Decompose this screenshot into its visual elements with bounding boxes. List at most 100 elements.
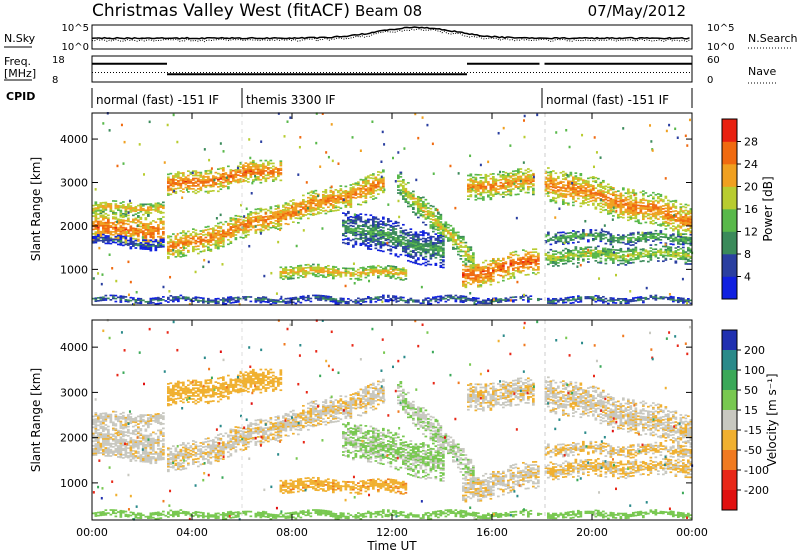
power-cell — [387, 231, 390, 233]
power-cell — [290, 216, 293, 218]
power-cell — [430, 205, 433, 207]
power-cell — [680, 237, 683, 239]
power-cell — [307, 218, 310, 220]
power-cell — [202, 178, 205, 180]
power-cell — [627, 196, 630, 198]
power-cell — [575, 172, 578, 174]
power-cell — [605, 254, 608, 256]
power-cell — [372, 235, 375, 237]
power-cell — [507, 269, 510, 271]
power-cell — [197, 191, 200, 193]
power-cell — [177, 185, 180, 187]
power-cell — [150, 239, 153, 241]
power-cell — [150, 247, 153, 249]
power-cell — [682, 221, 685, 223]
power-cell — [680, 208, 683, 210]
power-cell — [662, 215, 665, 217]
power-cell — [390, 241, 393, 243]
power-cell — [625, 209, 628, 211]
power-cell — [560, 259, 563, 261]
power-cell — [252, 164, 255, 166]
power-cell — [177, 249, 180, 251]
power-cell — [525, 253, 528, 255]
power-cell — [605, 185, 608, 187]
power-cell — [302, 273, 305, 275]
power-cell — [220, 182, 223, 184]
power-cell — [392, 246, 395, 248]
power-cell — [622, 217, 625, 219]
power-cell — [337, 206, 340, 208]
power-cell — [402, 191, 405, 193]
power-cell — [365, 190, 368, 192]
power-cell — [437, 253, 440, 255]
power-cell — [325, 213, 328, 215]
power-cell — [485, 273, 488, 275]
power-cell — [477, 183, 480, 185]
power-cell — [485, 180, 488, 182]
power-cell — [285, 275, 288, 277]
power-cell — [347, 197, 350, 199]
power-cell — [547, 195, 550, 197]
n-search-tick-bottom: 10^0 — [707, 42, 734, 53]
power-cell — [630, 205, 633, 207]
power-cell — [612, 237, 615, 239]
power-cell — [212, 233, 215, 235]
power-cell — [432, 246, 435, 248]
power-cell — [682, 223, 685, 225]
power-cell — [497, 193, 500, 195]
power-cell — [135, 247, 138, 249]
power-cell — [620, 203, 623, 205]
power-cell — [475, 267, 478, 269]
power-cell — [535, 263, 538, 265]
power-cell — [470, 270, 473, 272]
power-cell — [535, 256, 538, 258]
power-cell — [487, 191, 490, 193]
power-cell — [600, 182, 603, 184]
power-cell — [347, 192, 350, 194]
power-cell — [327, 197, 330, 199]
power-cell — [402, 242, 405, 244]
power-cell — [95, 216, 98, 218]
power-cell — [250, 175, 253, 177]
power-cell — [217, 168, 220, 170]
power-cell — [670, 211, 673, 213]
power-cell — [157, 242, 160, 244]
power-cell — [507, 274, 510, 276]
power-cell — [452, 247, 455, 249]
power-cell — [367, 189, 370, 191]
power-cell — [522, 184, 525, 186]
power-cell — [412, 235, 415, 237]
power-cell — [160, 221, 163, 223]
power-cell — [340, 197, 343, 199]
power-cell — [195, 170, 198, 172]
power-cell — [352, 269, 355, 271]
power-cell — [247, 215, 250, 217]
power-cell — [475, 174, 478, 176]
power-cell — [312, 202, 315, 204]
power-cell — [517, 262, 520, 264]
power-cell — [435, 224, 438, 226]
power-cell — [397, 240, 400, 242]
power-cell — [645, 208, 648, 210]
power-cell — [230, 175, 233, 177]
power-cell — [222, 182, 225, 184]
power-cell — [132, 209, 135, 211]
power-cell — [435, 233, 438, 235]
power-cell — [475, 192, 478, 194]
power-cell — [427, 203, 430, 205]
power-cell — [415, 240, 418, 242]
power-cell — [435, 242, 438, 244]
power-cell — [392, 226, 395, 228]
power-cell — [107, 232, 110, 234]
power-cell — [312, 195, 315, 197]
power-cell — [467, 251, 470, 253]
power-cell — [425, 251, 428, 253]
power-cell — [155, 209, 158, 211]
power-cell — [585, 189, 588, 191]
power-cell — [330, 209, 333, 211]
power-cell — [670, 237, 673, 239]
power-cell — [362, 221, 365, 223]
power-cell — [217, 243, 220, 245]
power-cell — [145, 232, 148, 234]
power-cell — [452, 248, 455, 250]
